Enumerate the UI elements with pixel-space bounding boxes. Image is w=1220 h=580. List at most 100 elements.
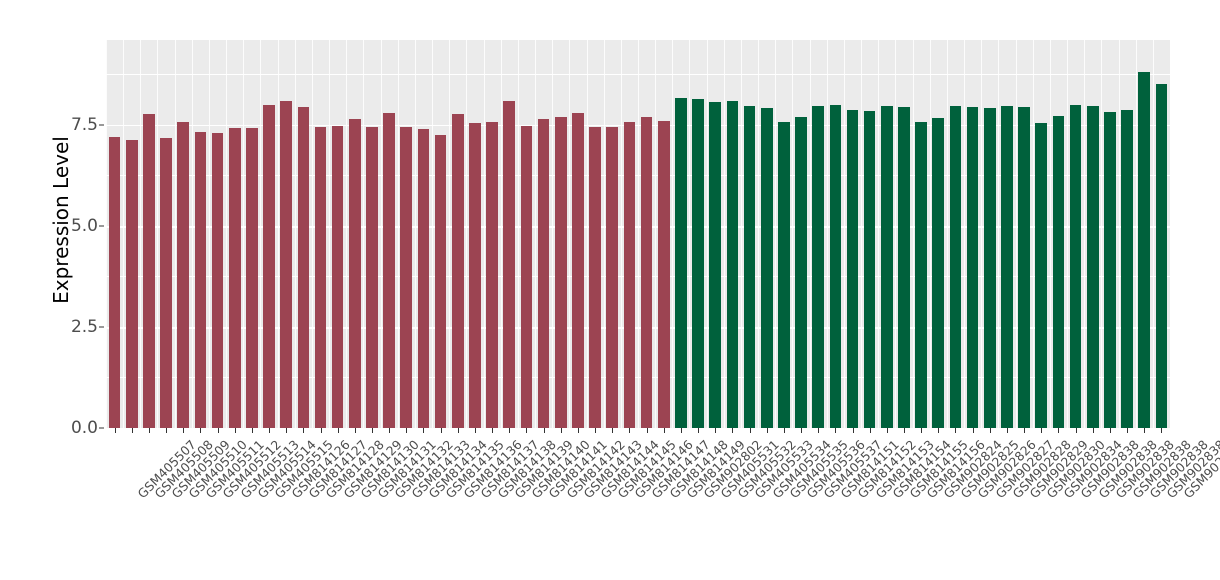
bar (194, 131, 207, 428)
gridline-vertical (569, 40, 570, 428)
x-tick-mark (715, 428, 717, 433)
bar (400, 126, 413, 428)
x-tick-mark (732, 428, 734, 433)
x-tick-mark (217, 428, 219, 433)
x-tick-mark (543, 428, 545, 433)
gridline-vertical (947, 40, 948, 428)
bar (366, 126, 378, 428)
bar (932, 117, 945, 428)
gridline-vertical (243, 40, 244, 428)
gridline-vertical (398, 40, 399, 428)
bar (417, 128, 430, 428)
gridline-vertical (810, 40, 811, 428)
bar (589, 126, 601, 428)
bar (1086, 105, 1099, 428)
gridline-vertical (123, 40, 124, 428)
bar (1104, 111, 1116, 428)
bar (469, 122, 481, 428)
gridline-vertical (672, 40, 673, 428)
bar (537, 118, 550, 428)
x-tick-mark (372, 428, 373, 433)
gridline-vertical (432, 40, 433, 428)
gridline-vertical (964, 40, 965, 428)
x-tick-mark (989, 428, 991, 433)
gridline-vertical (1136, 40, 1137, 428)
bar (211, 132, 224, 428)
bar (1018, 106, 1030, 428)
gridline-vertical (466, 40, 467, 428)
x-tick-mark (200, 428, 202, 433)
gridline-vertical (604, 40, 605, 428)
gridline-vertical (1119, 40, 1120, 428)
bar (743, 106, 756, 428)
gridline-vertical (1067, 40, 1068, 428)
gridline-vertical (758, 40, 759, 428)
x-tick-mark (577, 428, 579, 433)
bar (863, 110, 876, 428)
bar (572, 112, 584, 428)
gridline-vertical (844, 40, 845, 428)
bar (246, 127, 258, 428)
x-tick-mark (1127, 428, 1129, 433)
bar (1035, 122, 1048, 428)
bar (228, 127, 241, 428)
x-tick-mark (1024, 428, 1026, 433)
gridline-vertical (312, 40, 313, 428)
bar (623, 121, 636, 428)
x-tick-mark (749, 428, 751, 433)
x-tick-mark (955, 428, 957, 433)
gridline-vertical (346, 40, 347, 428)
x-axis-ticks (106, 428, 1170, 434)
gridline-vertical (1050, 40, 1051, 428)
gridline-vertical (140, 40, 141, 428)
gridline-vertical (861, 40, 862, 428)
bar (331, 125, 344, 428)
bar (1052, 115, 1065, 428)
x-tick-mark (629, 428, 631, 433)
bar (709, 102, 722, 428)
gridline-vertical (518, 40, 519, 428)
x-tick-mark (663, 428, 665, 433)
x-tick-mark (423, 428, 425, 433)
bar (1121, 110, 1133, 428)
x-tick-mark (595, 428, 597, 433)
y-tick-mark (99, 124, 104, 126)
x-tick-mark (234, 428, 236, 433)
bar (898, 106, 910, 428)
y-tick-label: 0.0 (70, 418, 98, 438)
bar (829, 105, 842, 428)
x-tick-mark (852, 428, 854, 433)
gridline-vertical (209, 40, 210, 428)
gridline-vertical (1153, 40, 1154, 428)
bar (349, 118, 361, 428)
gridline-vertical (501, 40, 502, 428)
gridline-vertical (775, 40, 776, 428)
gridline-vertical (895, 40, 896, 428)
bar (606, 126, 619, 428)
x-tick-mark (389, 428, 391, 433)
bar (520, 126, 533, 428)
x-tick-mark (509, 428, 511, 433)
y-tick-mark (99, 427, 104, 429)
x-tick-mark (1144, 428, 1146, 433)
bar (760, 107, 773, 428)
bar-series (106, 40, 1170, 428)
x-tick-mark (801, 428, 803, 433)
bar (486, 122, 498, 428)
x-tick-mark (474, 428, 476, 433)
gridline-vertical (878, 40, 879, 428)
gridline-vertical (741, 40, 742, 428)
bar (1001, 105, 1013, 428)
bar (125, 140, 138, 428)
x-tick-mark (560, 428, 562, 433)
gridline-vertical (226, 40, 227, 428)
bar (949, 106, 962, 428)
x-tick-mark (286, 428, 288, 433)
bar (314, 126, 327, 428)
x-tick-mark (766, 428, 768, 433)
x-tick-mark (183, 428, 185, 433)
gridline-vertical (484, 40, 485, 428)
x-tick-mark (783, 428, 785, 433)
gridline-vertical (175, 40, 176, 428)
y-tick-label: 5.0 (70, 215, 98, 236)
